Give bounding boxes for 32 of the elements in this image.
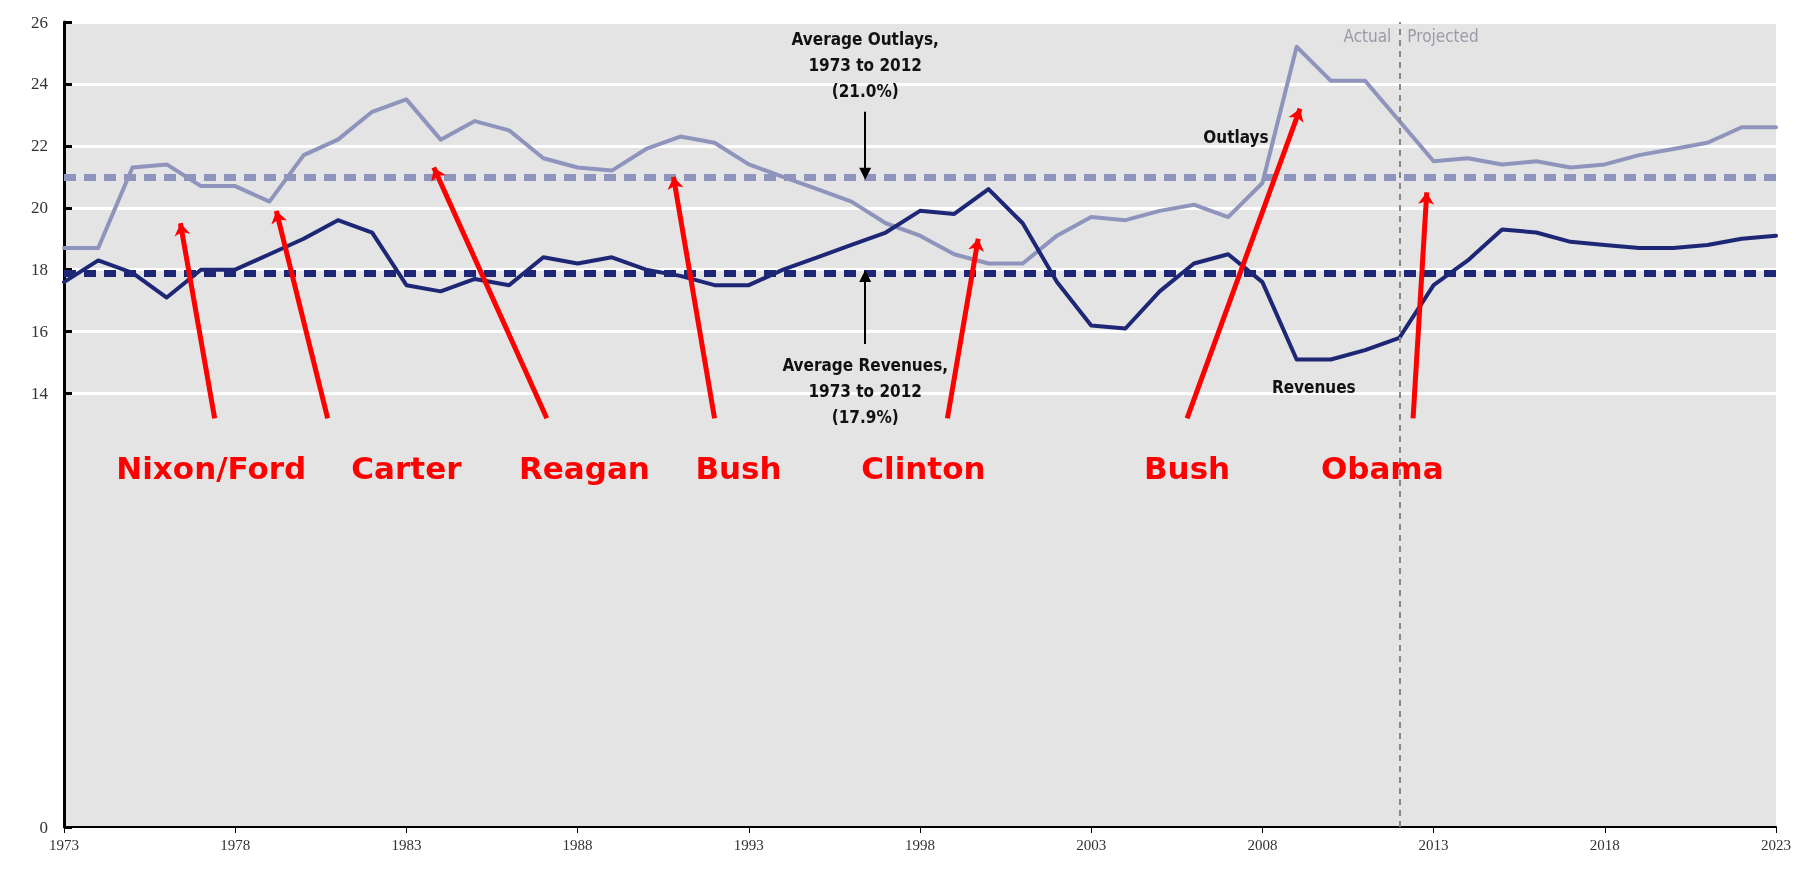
annotation: Reagan — [518, 449, 650, 486]
series-label: Revenues — [1271, 377, 1356, 398]
x-tick-label: 1998 — [905, 836, 935, 853]
annotation: Obama — [1320, 449, 1444, 486]
x-tick-label: 2018 — [1589, 836, 1620, 853]
x-tick-label: 1993 — [733, 836, 764, 853]
x-tick-label: 1988 — [562, 836, 593, 853]
annotation: Actual — [1343, 26, 1392, 46]
x-tick-label: 2023 — [1761, 836, 1791, 853]
annotation: Average Outlays, 1973 to 2012 (21.0%) — [791, 28, 939, 101]
annotation: Projected — [1407, 26, 1479, 46]
x-tick-label: 1983 — [391, 836, 422, 853]
y-tick-label: 20 — [31, 198, 48, 218]
y-tick-label: 16 — [31, 322, 48, 342]
y-tick-label: 24 — [31, 74, 49, 94]
y-tick-label: 22 — [31, 136, 48, 156]
y-tick-label: 0 — [39, 817, 48, 837]
y-tick-label: 18 — [31, 260, 48, 280]
y-tick-label: 14 — [31, 384, 49, 404]
series-label: Outlays — [1203, 126, 1269, 147]
x-tick-label: 1978 — [220, 836, 251, 853]
x-tick-label: 2008 — [1247, 836, 1278, 853]
x-tick-label: 2003 — [1076, 836, 1107, 853]
annotation: Clinton — [861, 449, 986, 486]
x-tick-label: 2013 — [1418, 836, 1449, 853]
annotation: Bush — [1143, 449, 1231, 486]
x-tick-label: 1973 — [49, 836, 79, 853]
annotation: Bush — [695, 449, 782, 486]
annotation: Carter — [351, 449, 463, 486]
y-tick-label: 26 — [31, 12, 48, 32]
annotation: Average Revenues, 1973 to 2012 (17.9%) — [782, 355, 949, 427]
annotation: Nixon/Ford — [116, 449, 307, 486]
